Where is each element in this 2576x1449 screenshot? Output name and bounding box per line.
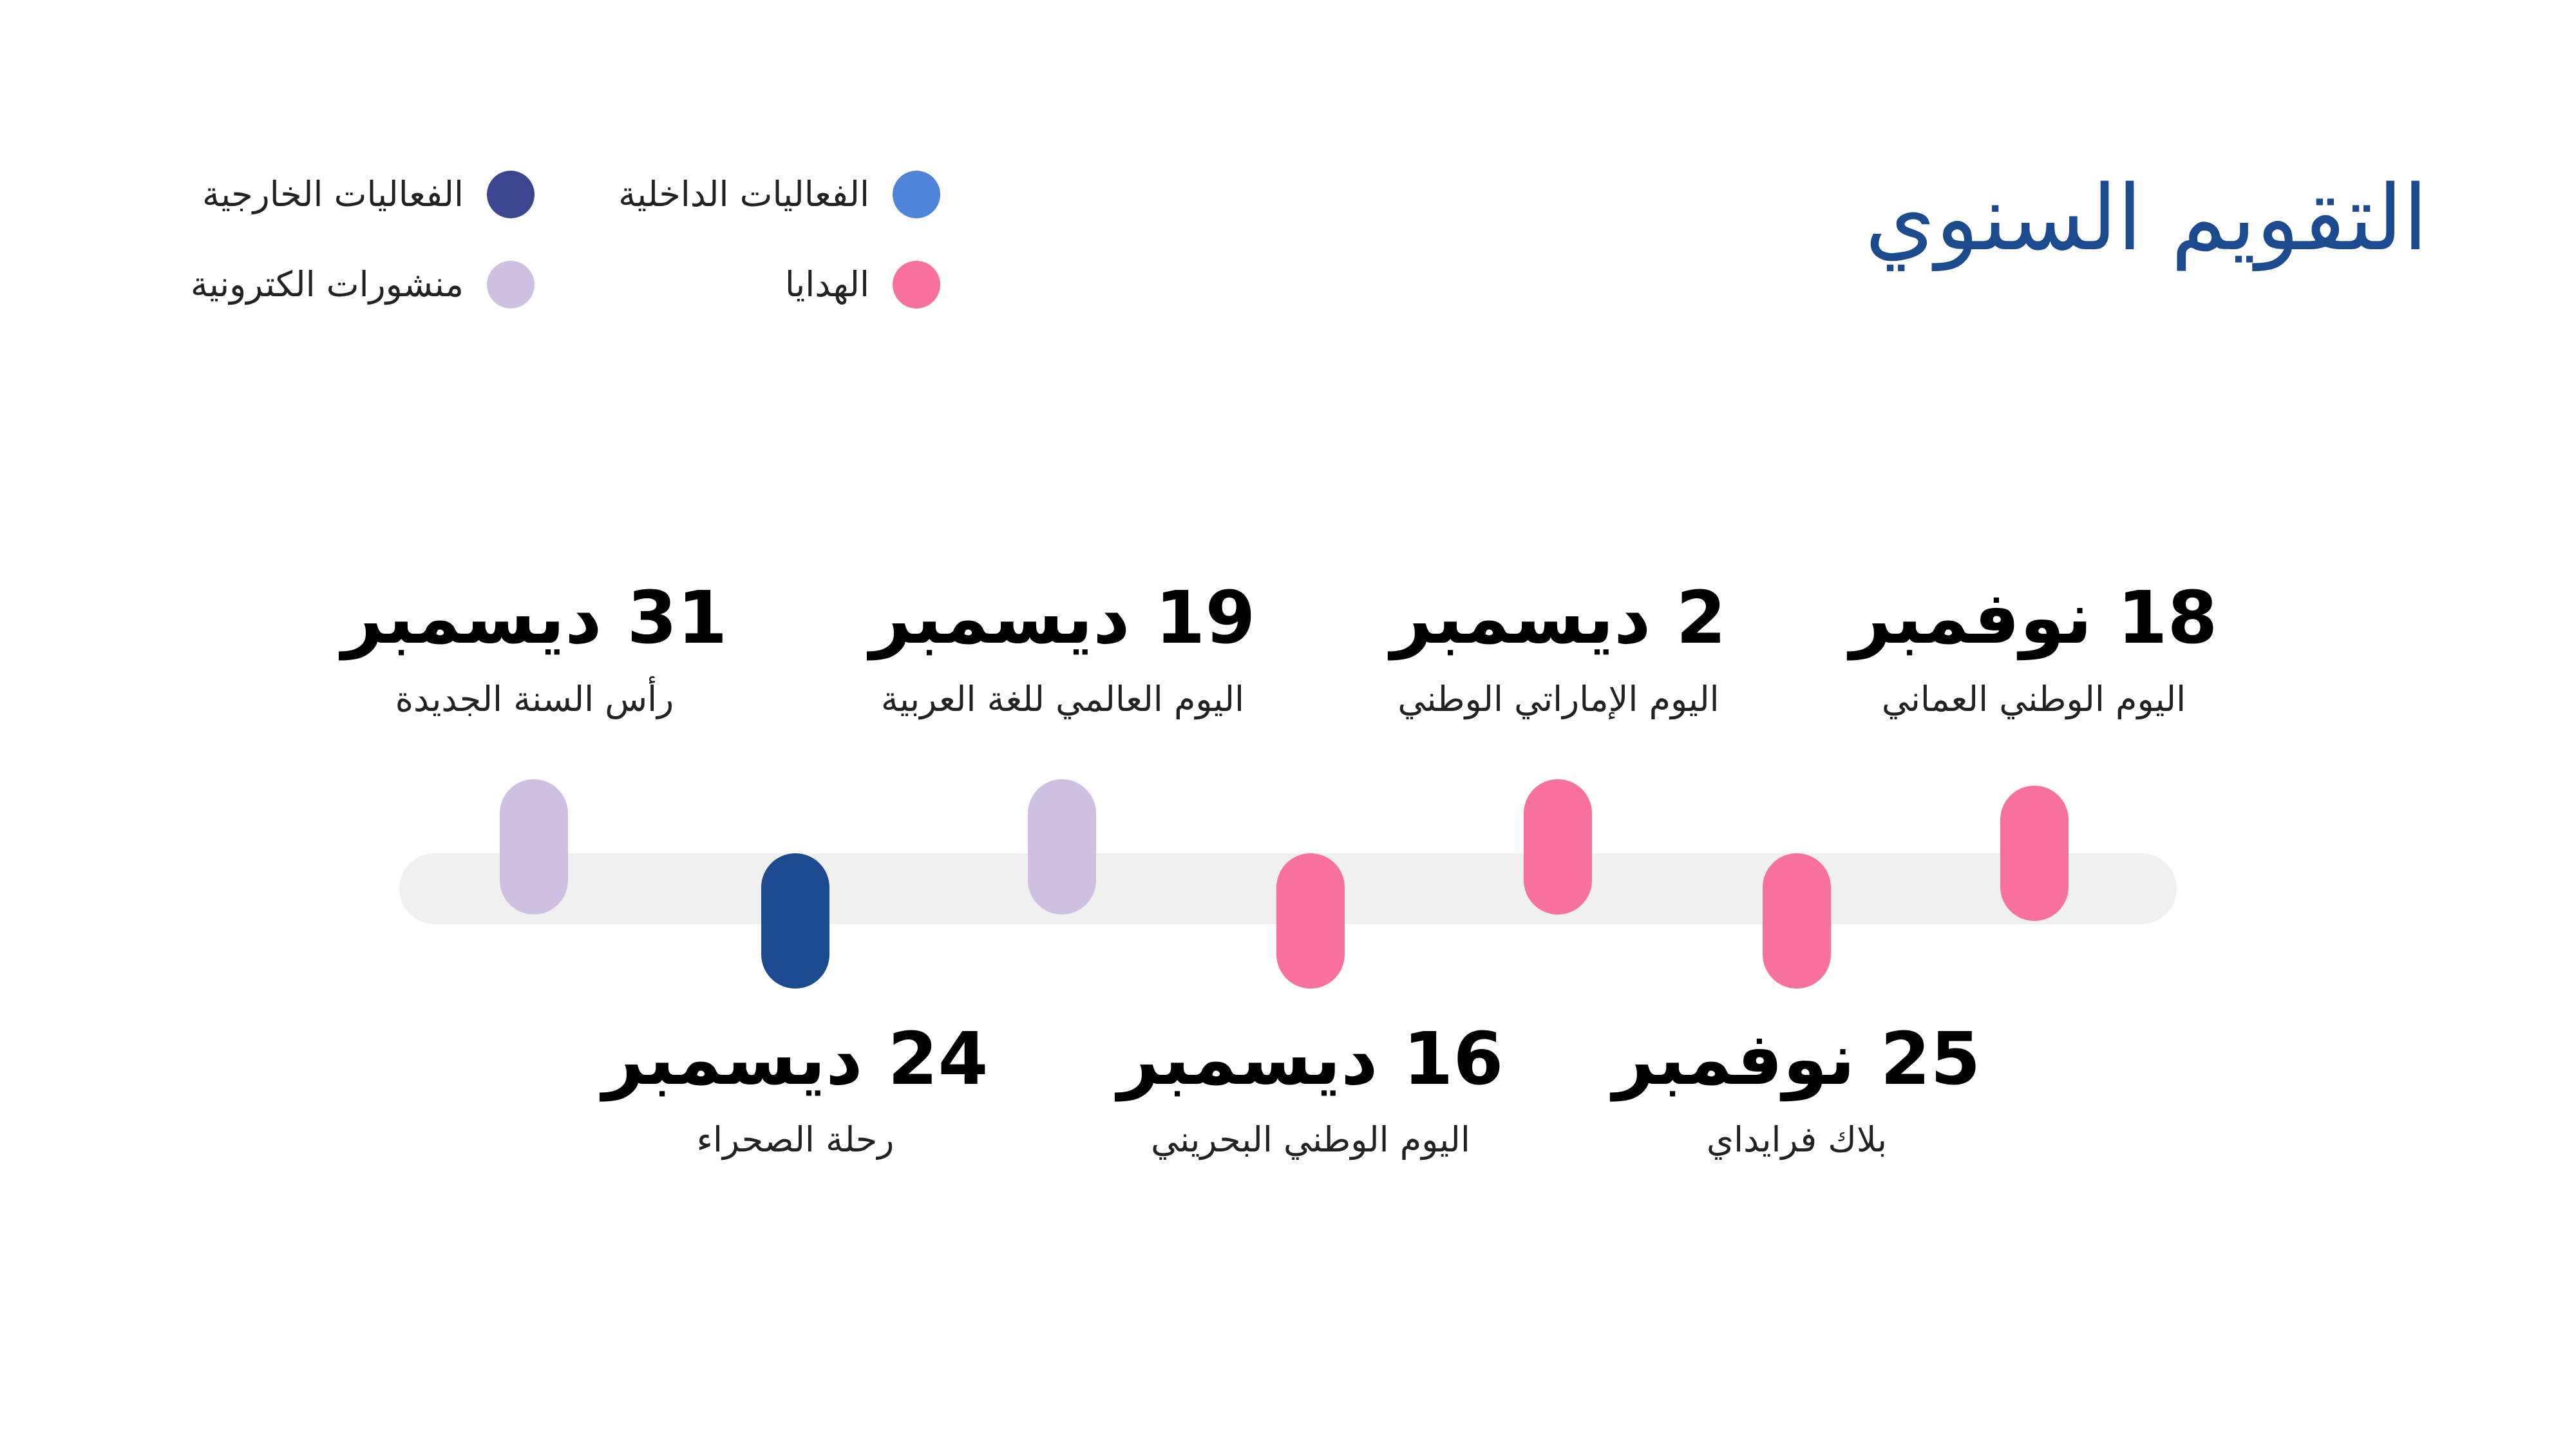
event-label-dec-24: رحلة الصحراء [696,1119,895,1160]
legend-item-e-posts: منشورات الكترونية [71,254,535,319]
timeline-marker-dec-31 [500,779,568,914]
event-label-dec-2: اليوم الإماراتي الوطني [1397,679,1719,719]
legend-item-external-events: الفعاليات الخارجية [71,164,535,229]
event-date-nov-18: 18 نوفمبر [1850,576,2218,660]
timeline-marker-dec-24 [761,853,829,989]
legend-item-gifts: الهدايا [477,254,940,319]
legend-label: الفعاليات الداخلية [618,174,869,214]
timeline-marker-dec-19 [1028,779,1096,914]
event-date-dec-31: 31 ديسمبر [341,576,728,660]
event-label-dec-31: رأس السنة الجديدة [395,679,674,719]
timeline-marker-dec-2 [1524,779,1592,914]
legend-dot [487,261,535,308]
event-date-dec-24: 24 ديسمبر [602,1018,989,1101]
timeline-marker-dec-16 [1276,853,1345,989]
event-date-dec-19: 19 ديسمبر [869,576,1256,660]
event-label-nov-25: بلاك فرايداي [1706,1119,1888,1160]
legend-item-internal-events: الفعاليات الداخلية [477,164,940,229]
timeline-marker-nov-18 [2000,786,2069,921]
event-date-dec-2: 2 ديسمبر [1390,576,1727,660]
legend-dot [487,171,535,218]
event-label-dec-16: اليوم الوطني البحريني [1151,1119,1470,1160]
event-date-nov-25: 25 نوفمبر [1613,1018,1981,1101]
legend-label: الفعاليات الخارجية [202,174,464,214]
legend-label: منشورات الكترونية [190,264,464,305]
event-label-nov-18: اليوم الوطني العماني [1881,679,2186,719]
timeline-marker-nov-25 [1763,853,1831,989]
legend-dot [893,171,940,218]
event-date-dec-16: 16 ديسمبر [1117,1018,1504,1101]
legend-label: الهدايا [784,264,869,305]
legend-dot [893,261,940,308]
page-title: التقويم السنوي [1864,166,2428,271]
event-label-dec-19: اليوم العالمي للغة العربية [880,679,1245,719]
